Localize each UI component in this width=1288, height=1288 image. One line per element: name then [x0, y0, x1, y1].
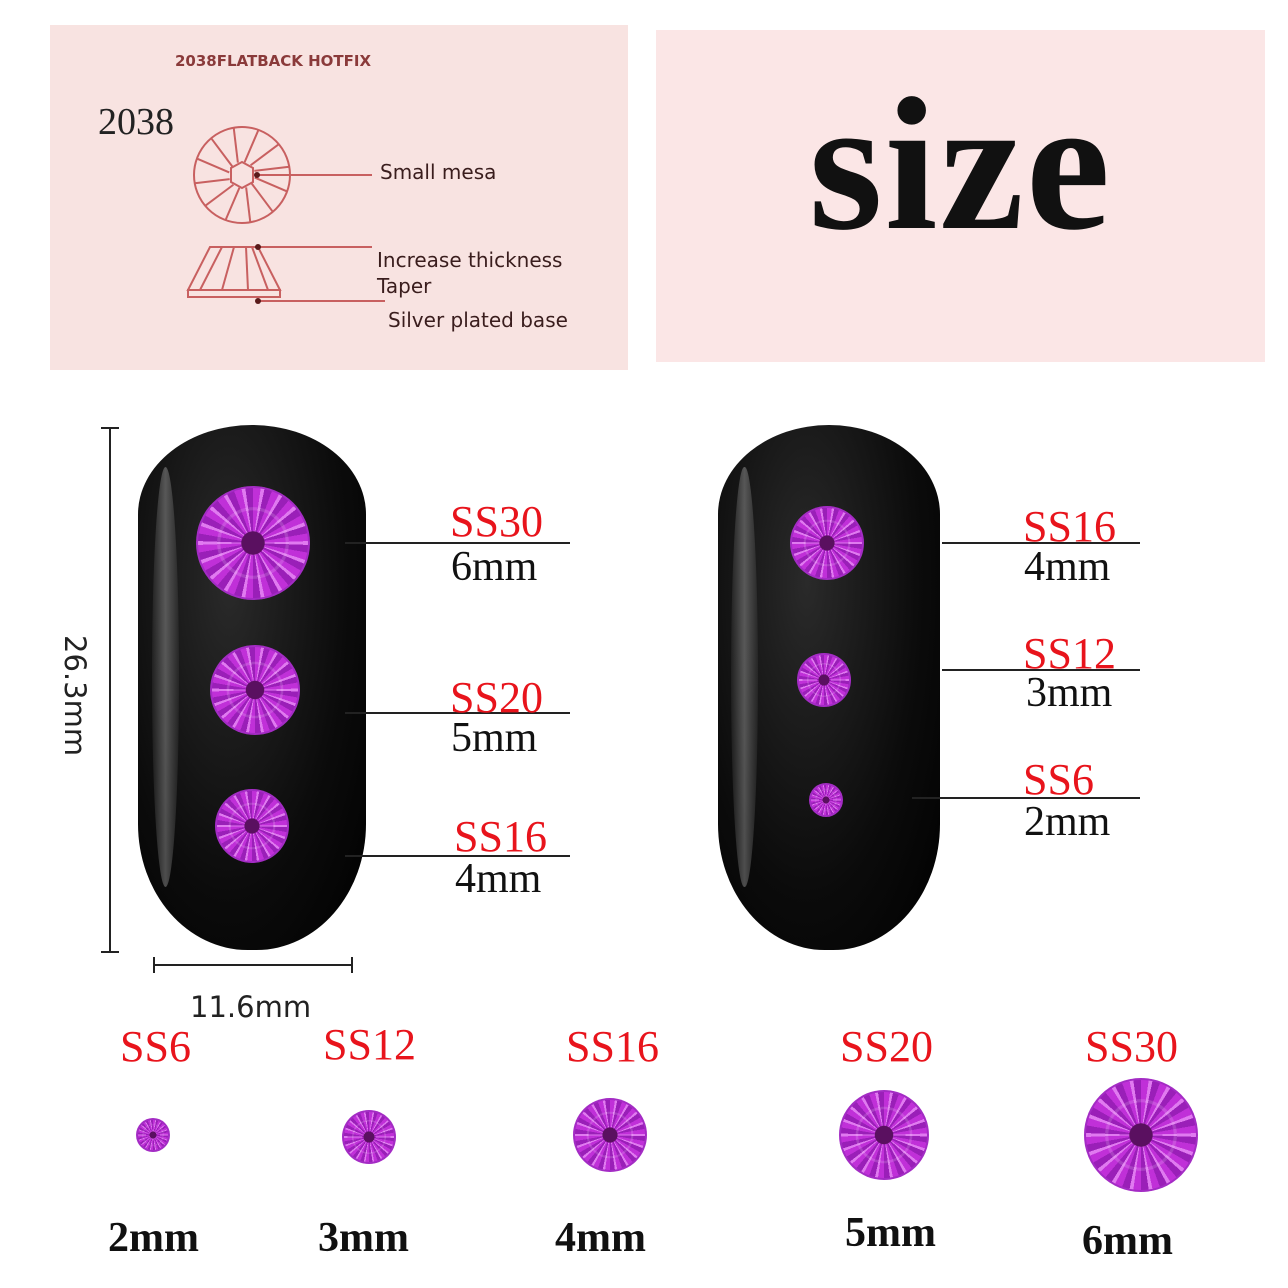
- label-small-mesa: Small mesa: [380, 160, 497, 184]
- ss-label: SS12: [1023, 629, 1116, 678]
- height-label: 26.3mm: [58, 635, 92, 757]
- crystal-ss30: [196, 486, 310, 600]
- crystal-ss16: [790, 506, 864, 580]
- ss-label: SS20: [450, 673, 543, 722]
- mm-label: 3mm: [1026, 670, 1113, 716]
- crystal-6mm: [1084, 1078, 1198, 1192]
- width-dimension-line: [153, 964, 353, 966]
- facet-line: [245, 187, 252, 223]
- mm-label: 4mm: [1024, 544, 1111, 590]
- ss-label: SS16: [454, 812, 547, 861]
- crystal-ss20: [210, 645, 300, 735]
- leader-line: [912, 797, 1140, 799]
- mm-label: 2mm: [108, 1215, 199, 1261]
- ss-label: SS12: [323, 1020, 416, 1069]
- rhinestone-diagram-panel: [50, 25, 628, 370]
- ss-label: SS30: [1085, 1022, 1178, 1071]
- dim-tick: [351, 957, 353, 973]
- crystal-ss12: [797, 653, 851, 707]
- ss-label: SS30: [450, 497, 543, 546]
- facet-line: [250, 143, 280, 167]
- dim-tick: [101, 427, 119, 429]
- label-taper: Taper: [377, 274, 432, 298]
- height-dimension-line: [109, 427, 111, 953]
- crystal-ss6: [809, 783, 843, 817]
- title-panel: [656, 30, 1265, 362]
- page-title: size: [808, 60, 1113, 270]
- leader-line: [942, 542, 1140, 544]
- mm-label: 4mm: [455, 856, 542, 902]
- label-silver-plated-base: Silver plated base: [388, 308, 568, 332]
- crystal-3mm: [342, 1110, 396, 1164]
- leader-line: [345, 542, 570, 544]
- leader-line: [345, 855, 570, 857]
- dim-tick: [101, 951, 119, 953]
- facet-line: [254, 165, 290, 172]
- facet-line: [194, 178, 230, 185]
- mm-label: 4mm: [555, 1215, 646, 1261]
- crystal-4mm: [573, 1098, 647, 1172]
- width-label: 11.6mm: [190, 990, 312, 1024]
- mm-label: 2mm: [1024, 799, 1111, 845]
- facet-line: [250, 183, 274, 213]
- ss-label: SS6: [120, 1022, 191, 1071]
- mm-label: 6mm: [451, 544, 538, 590]
- ss-label: SS16: [566, 1022, 659, 1071]
- facet-line: [204, 183, 234, 207]
- mm-label: 6mm: [1082, 1218, 1173, 1264]
- mm-label: 3mm: [318, 1215, 409, 1261]
- leader-line: [345, 712, 570, 714]
- ss-label: SS6: [1023, 755, 1094, 804]
- diagram-header: 2038FLATBACK HOTFIX: [175, 52, 372, 70]
- facet-line: [232, 127, 239, 163]
- crystal-5mm: [839, 1090, 929, 1180]
- crystal-ss16: [215, 789, 289, 863]
- facet-line: [254, 176, 288, 193]
- crystal-2mm: [136, 1118, 170, 1152]
- ss-label: SS16: [1023, 502, 1116, 551]
- mm-label: 5mm: [845, 1210, 936, 1256]
- leader-line: [942, 669, 1140, 671]
- facet-line: [224, 187, 241, 221]
- dim-tick: [153, 957, 155, 973]
- diagram-model: 2038: [98, 101, 174, 143]
- facet-line: [196, 157, 230, 174]
- label-increase-thickness: Increase thickness: [377, 248, 563, 272]
- facet-line: [210, 137, 234, 167]
- ss-label: SS20: [840, 1022, 933, 1071]
- facet-line: [243, 129, 260, 163]
- rhinestone-facet-diagram: [186, 126, 385, 304]
- mm-label: 5mm: [451, 715, 538, 761]
